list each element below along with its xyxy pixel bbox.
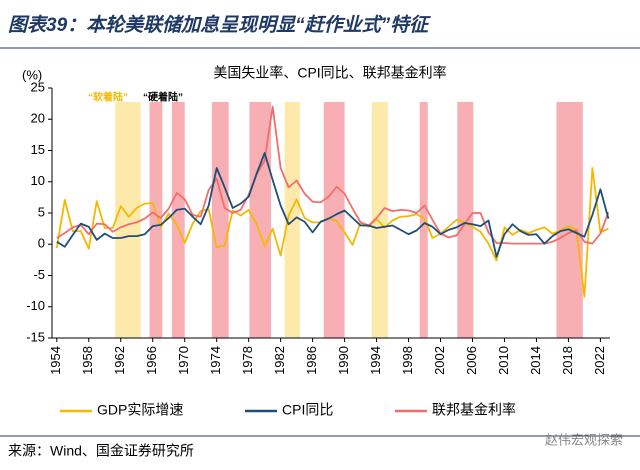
x-tick-label: 2010 xyxy=(496,346,511,375)
y-tick-label: -15 xyxy=(26,329,45,344)
x-tick-label: 2014 xyxy=(528,346,543,375)
period-band xyxy=(556,102,583,338)
annotation: “硬着陆” xyxy=(143,91,183,104)
x-tick-label: 1978 xyxy=(240,346,255,375)
legend-label: 联邦基金利率 xyxy=(432,402,516,418)
legend-label: CPI同比 xyxy=(282,402,333,418)
y-tick-label: 25 xyxy=(31,79,45,94)
y-tick-label: 5 xyxy=(38,204,45,219)
x-tick-label: 1998 xyxy=(400,346,415,375)
y-tick-label: 20 xyxy=(31,111,45,126)
x-tick-label: 2022 xyxy=(592,346,607,375)
period-band xyxy=(249,102,272,338)
x-tick-label: 1982 xyxy=(272,346,287,375)
period-band xyxy=(149,102,163,338)
x-tick-label: 1994 xyxy=(368,346,383,375)
x-tick-label: 1966 xyxy=(144,346,159,375)
period-band xyxy=(371,102,388,338)
x-tick-label: 2018 xyxy=(560,346,575,375)
plot: -15 -10 -5 0 5 10 15 20 25 1954 1958 1962 1966 1970 19… xyxy=(26,79,610,418)
x-tick-label: 1962 xyxy=(112,346,127,375)
x-tick-label: 2002 xyxy=(432,346,447,375)
x-tick-label: 1986 xyxy=(304,346,319,375)
legend-label: GDP实际增速 xyxy=(97,402,183,418)
x-tick-label: 1970 xyxy=(176,346,191,375)
line-series xyxy=(56,152,610,258)
source: 来源：Wind、国金证券研究所 xyxy=(8,443,194,459)
header-title: 图表39：本轮美联储加息呈现明显“赶作业式”特征 xyxy=(8,14,431,36)
line-series xyxy=(56,105,610,245)
y-tick-label: 15 xyxy=(31,142,45,157)
x-tick-label: 2006 xyxy=(464,346,479,375)
y-axis-label: (%) xyxy=(22,67,42,82)
x-tick-label: 1958 xyxy=(80,346,95,375)
chart-title: 美国失业率、CPI同比、联邦基金利率 xyxy=(213,65,446,81)
x-tick-label: 1990 xyxy=(336,346,351,375)
annotation: “软着陆” xyxy=(88,91,128,104)
period-band xyxy=(211,102,229,338)
period-band xyxy=(457,102,474,338)
period-band xyxy=(419,102,428,338)
y-tick-label: 0 xyxy=(38,236,45,251)
line-series xyxy=(55,167,609,298)
watermark: 赵伟宏观探索 xyxy=(545,432,623,447)
y-tick-label: -10 xyxy=(26,298,45,313)
y-tick-label: -5 xyxy=(33,267,45,282)
x-tick-label: 1954 xyxy=(48,346,63,375)
period-band xyxy=(115,102,141,338)
y-tick-label: 10 xyxy=(31,173,45,188)
x-tick-label: 1974 xyxy=(208,346,223,375)
period-band xyxy=(171,102,185,338)
